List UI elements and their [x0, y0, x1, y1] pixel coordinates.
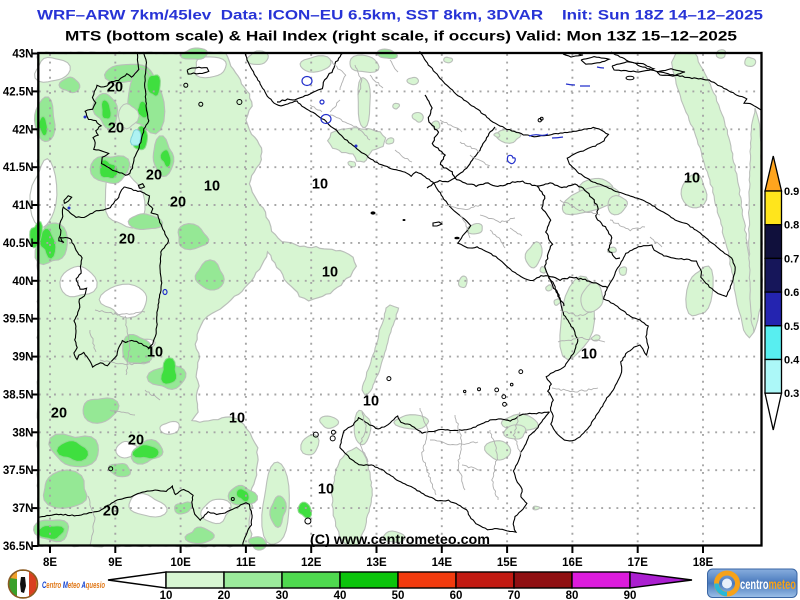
svg-text:10: 10	[318, 482, 334, 498]
svg-text:(C) www.centrometeo.com: (C) www.centrometeo.com	[310, 531, 490, 547]
svg-text:20: 20	[218, 590, 231, 600]
svg-text:90: 90	[624, 590, 637, 600]
svg-text:10: 10	[581, 347, 597, 363]
svg-text:40: 40	[334, 590, 347, 600]
svg-text:10: 10	[229, 411, 245, 427]
svg-text:14E: 14E	[432, 557, 453, 569]
svg-text:20: 20	[103, 504, 119, 520]
svg-text:0.5: 0.5	[784, 321, 799, 333]
svg-text:16E: 16E	[562, 557, 583, 569]
svg-text:0.4: 0.4	[784, 355, 800, 367]
svg-text:80: 80	[566, 590, 579, 600]
svg-text:20: 20	[119, 232, 135, 248]
svg-text:39.5N: 39.5N	[3, 314, 34, 326]
svg-text:41N: 41N	[12, 200, 33, 212]
svg-text:0.9: 0.9	[784, 186, 799, 198]
svg-text:9E: 9E	[108, 557, 122, 569]
svg-text:70: 70	[508, 590, 521, 600]
svg-text:20: 20	[146, 168, 162, 184]
svg-text:40.5N: 40.5N	[3, 238, 34, 250]
svg-text:20: 20	[108, 121, 124, 137]
svg-text:20: 20	[107, 80, 123, 96]
svg-text:13E: 13E	[366, 557, 387, 569]
svg-text:15E: 15E	[497, 557, 518, 569]
svg-text:10: 10	[363, 394, 379, 410]
svg-text:0.8: 0.8	[784, 220, 799, 232]
svg-text:centrometeo: centrometeo	[740, 577, 796, 592]
svg-text:50: 50	[392, 590, 405, 600]
svg-text:18E: 18E	[693, 557, 714, 569]
svg-text:38.5N: 38.5N	[3, 390, 34, 402]
svg-text:39N: 39N	[12, 352, 33, 364]
svg-text:37.5N: 37.5N	[3, 465, 34, 477]
svg-text:10: 10	[147, 345, 163, 361]
svg-text:43N: 43N	[12, 49, 33, 61]
svg-text:11E: 11E	[236, 557, 256, 569]
svg-text:42.5N: 42.5N	[3, 86, 34, 98]
svg-text:10: 10	[684, 171, 700, 187]
svg-text:Centro Meteo Aquesio: Centro Meteo Aquesio	[42, 580, 105, 591]
svg-text:0.7: 0.7	[784, 253, 799, 265]
svg-text:30: 30	[276, 590, 289, 600]
svg-text:38N: 38N	[12, 427, 33, 439]
svg-text:60: 60	[450, 590, 463, 600]
svg-text:10: 10	[312, 177, 328, 193]
svg-text:40N: 40N	[12, 276, 33, 288]
svg-text:41.5N: 41.5N	[3, 162, 34, 174]
svg-text:8E: 8E	[43, 557, 57, 569]
svg-text:36.5N: 36.5N	[3, 541, 34, 553]
svg-text:17E: 17E	[627, 557, 648, 569]
svg-text:10E: 10E	[170, 557, 191, 569]
svg-text:20: 20	[128, 433, 144, 449]
svg-text:MTS (bottom scale) & Hail Inde: MTS (bottom scale) & Hail Index (right s…	[65, 28, 737, 44]
svg-text:0.3: 0.3	[784, 388, 799, 400]
svg-text:10: 10	[160, 590, 173, 600]
svg-text:20: 20	[170, 195, 186, 211]
svg-text:0.6: 0.6	[784, 287, 799, 299]
svg-text:20: 20	[51, 406, 67, 422]
svg-text:10: 10	[322, 265, 338, 281]
svg-text:WRF–ARW 7km/45lev Data: ICON–: WRF–ARW 7km/45lev Data: ICON–EU 6.5km, S…	[37, 7, 763, 23]
svg-text:10: 10	[204, 179, 220, 195]
svg-text:42N: 42N	[12, 124, 33, 136]
svg-text:12E: 12E	[301, 557, 322, 569]
svg-text:37N: 37N	[12, 503, 33, 515]
